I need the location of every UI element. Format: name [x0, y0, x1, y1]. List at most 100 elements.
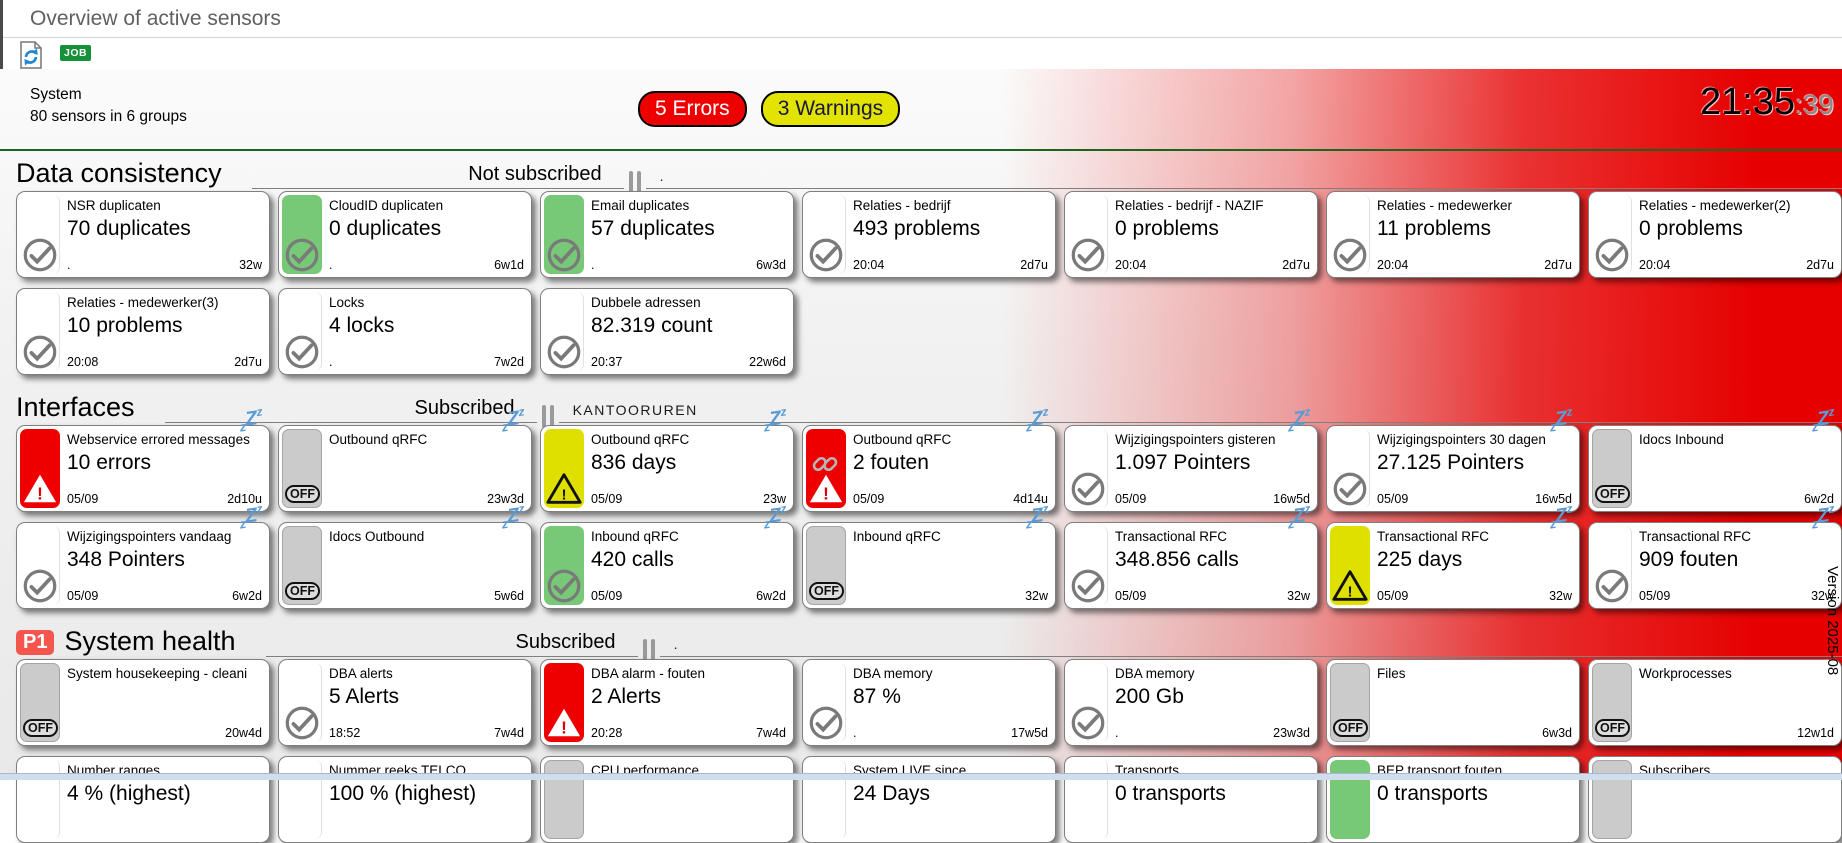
sensor-tile[interactable]: BEP transport fouten 0 transports — [1326, 756, 1580, 843]
ok-check-icon — [545, 333, 583, 371]
sensor-tile[interactable]: Relaties - medewerker(3) 10 problems 20:08… — [16, 288, 270, 375]
group-title: System health — [64, 626, 236, 656]
sensor-age: 23w3d — [1273, 726, 1310, 740]
error-warning-icon: ! — [807, 470, 845, 508]
errors-badge[interactable]: 5 Errors — [638, 91, 747, 127]
sensor-tile[interactable]: Relaties - medewerker 11 problems 20:04 2d7… — [1326, 191, 1580, 278]
sensor-value: 0 problems — [1639, 217, 1743, 240]
sensor-tile[interactable]: Wijzigingspointers vandaag 348 Pointers 05… — [16, 501, 270, 609]
sensor-tile[interactable]: Relaties - medewerker(2) 0 problems 20:04 2… — [1588, 191, 1842, 278]
status-strip — [1068, 760, 1108, 839]
off-icon: OFF — [1595, 719, 1630, 737]
sensor-tile[interactable]: DBA alerts 5 Alerts 18:52 7w4d — [278, 659, 532, 746]
sensor-tile[interactable]: Subscribers — [1588, 756, 1842, 843]
sensor-tile[interactable]: Relaties - bedrijf 493 problems 20:04 2d7u — [802, 191, 1056, 278]
sensor-tile[interactable]: Wijzigingspointers 30 dagen 27.125 Pointe… — [1326, 404, 1580, 512]
subscription-status: Subscribed — [164, 397, 537, 423]
sensor-tile[interactable]: Nummer reeks TELCO 100 % (highest) — [278, 756, 532, 843]
sensor-value: 100 % (highest) — [329, 782, 477, 805]
error-warning-icon: ! — [545, 704, 583, 742]
subscription-marker-bars — [627, 171, 643, 194]
sensor-value: 4 % (highest) — [67, 782, 191, 805]
subscription-schedule: . — [659, 636, 1842, 657]
off-icon: OFF — [1333, 719, 1368, 737]
sensor-tile[interactable]: Wijzigingspointers gisteren 1.097 Pointer… — [1064, 404, 1318, 512]
snooze-zzz-icon: zZz — [1810, 501, 1836, 532]
warnings-badge[interactable]: 3 Warnings — [760, 91, 901, 127]
sensor-tile[interactable]: OFF Idocs Outbound 5w6d zZz — [278, 501, 532, 609]
off-icon: OFF — [285, 485, 320, 503]
sensor-tile[interactable]: OFF Idocs Inbound 6w2d zZz — [1588, 404, 1842, 512]
sensor-tile[interactable]: ! Transactional RFC 225 days 05/09 32w zZz — [1326, 501, 1580, 609]
sensor-title: DBA alarm - fouten — [591, 666, 706, 681]
sensor-age: 6w2d — [756, 589, 786, 603]
sensor-tile[interactable]: OFF System housekeeping - cleani 20w4d — [16, 659, 270, 746]
horizontal-scrollbar[interactable] — [0, 773, 1842, 780]
ok-check-icon — [807, 704, 845, 742]
sensor-tile[interactable]: OFF Inbound qRFC 32w zZz — [802, 501, 1056, 609]
sensor-tile[interactable]: CPU performance — [540, 756, 794, 843]
sensor-tile[interactable]: Number ranges 4 % (highest) — [16, 756, 270, 843]
sensor-value: 2 Alerts — [591, 685, 662, 708]
sensor-title: Transactional RFC — [1639, 529, 1752, 544]
sensor-group: P1 System health Subscribed. OFF System hous… — [0, 619, 1842, 843]
sensor-tile[interactable]: ! Outbound qRFC 2 fouten 05/09 4d14u zZz — [802, 404, 1056, 512]
sensor-tile[interactable]: DBA memory 87 %. 17w5d — [802, 659, 1056, 746]
ok-check-icon — [21, 567, 59, 605]
sensor-tile[interactable]: ! Webservice errored messages 10 errors 05/… — [16, 404, 270, 512]
page-title: Overview of active sensors — [30, 7, 281, 30]
off-icon: OFF — [23, 719, 58, 737]
svg-text:!: ! — [37, 484, 43, 503]
version-label: Version 2025-08 — [1824, 566, 1841, 676]
sensor-tile[interactable]: Inbound qRFC 420 calls 05/09 6w2d zZz — [540, 501, 794, 609]
off-icon: OFF — [285, 582, 320, 600]
sensor-title: System housekeeping - cleani — [67, 666, 248, 681]
sensor-title: Wijzigingspointers 30 dagen — [1377, 432, 1546, 447]
ok-check-icon — [1069, 567, 1107, 605]
sensor-age: 2d7u — [1544, 258, 1572, 272]
snooze-zzz-icon: zZz — [1548, 404, 1574, 435]
sensor-tile[interactable]: Transports 0 transports — [1064, 756, 1318, 843]
sensor-tile[interactable]: NSR duplicaten 70 duplicates. 32w — [16, 191, 270, 278]
sensor-tile[interactable]: CloudID duplicaten 0 duplicates. 6w1d — [278, 191, 532, 278]
sensor-tile[interactable]: Locks 4 locks. 7w2d — [278, 288, 532, 375]
subscription-status: Not subscribed — [251, 163, 624, 189]
sensor-value: 1.097 Pointers — [1115, 451, 1251, 474]
sensor-value: 82.319 count — [591, 314, 713, 337]
subscription-marker-bars — [641, 639, 657, 662]
subscription-schedule: KANTOORUREN — [558, 402, 1842, 423]
sensor-tile[interactable]: Dubbele adressen 82.319 count 20:37 22w6d — [540, 288, 794, 375]
ok-check-icon — [21, 333, 59, 371]
refresh-icon[interactable] — [18, 41, 44, 69]
snooze-zzz-icon: zZz — [1286, 501, 1312, 532]
sensor-last-time: 20:08 — [67, 355, 99, 369]
off-icon: OFF — [809, 582, 844, 600]
sensor-last-time: 05/09 — [67, 589, 99, 603]
sensor-title: Wijzigingspointers vandaag — [67, 529, 232, 544]
sensor-tile[interactable]: OFF Outbound qRFC 23w3d zZz — [278, 404, 532, 512]
sensor-tile[interactable]: Transactional RFC 909 fouten 05/09 32w zZz — [1588, 501, 1842, 609]
toolbar: JOB — [0, 38, 1842, 70]
sensor-tile[interactable]: System LIVE since 24 Days — [802, 756, 1056, 843]
sensor-tile[interactable]: ! DBA alarm - fouten 2 Alerts 20:28 7w4d — [540, 659, 794, 746]
sensor-value: 10 problems — [67, 314, 183, 337]
status-strip — [544, 760, 584, 839]
ok-check-icon — [1069, 236, 1107, 274]
svg-text:!: ! — [561, 486, 566, 503]
sensor-tile[interactable]: OFF Workprocesses 12w1d — [1588, 659, 1842, 746]
group-title: Data consistency — [16, 158, 222, 188]
sensor-tile[interactable]: ! Outbound qRFC 836 days 05/09 23w zZz — [540, 404, 794, 512]
sensor-value: 0 duplicates — [329, 217, 442, 240]
sensor-value: 4 locks — [329, 314, 395, 337]
sensor-tile[interactable]: Email duplicates 57 duplicates. 6w3d — [540, 191, 794, 278]
sensor-tile[interactable]: DBA memory 200 Gb. 23w3d — [1064, 659, 1318, 746]
sensor-age: 6w3d — [1542, 726, 1572, 740]
ok-check-icon — [1593, 236, 1631, 274]
job-badge[interactable]: JOB — [60, 45, 92, 61]
sensor-value: 57 duplicates — [591, 217, 715, 240]
sensor-value: 5 Alerts — [329, 685, 400, 708]
sensor-tile[interactable]: Relaties - bedrijf - NAZIF 0 problems 20:0… — [1064, 191, 1318, 278]
sensor-tile[interactable]: Transactional RFC 348.856 calls 05/09 32w zZ… — [1064, 501, 1318, 609]
sensor-tile[interactable]: OFF Files 6w3d — [1326, 659, 1580, 746]
ok-check-icon — [545, 236, 583, 274]
